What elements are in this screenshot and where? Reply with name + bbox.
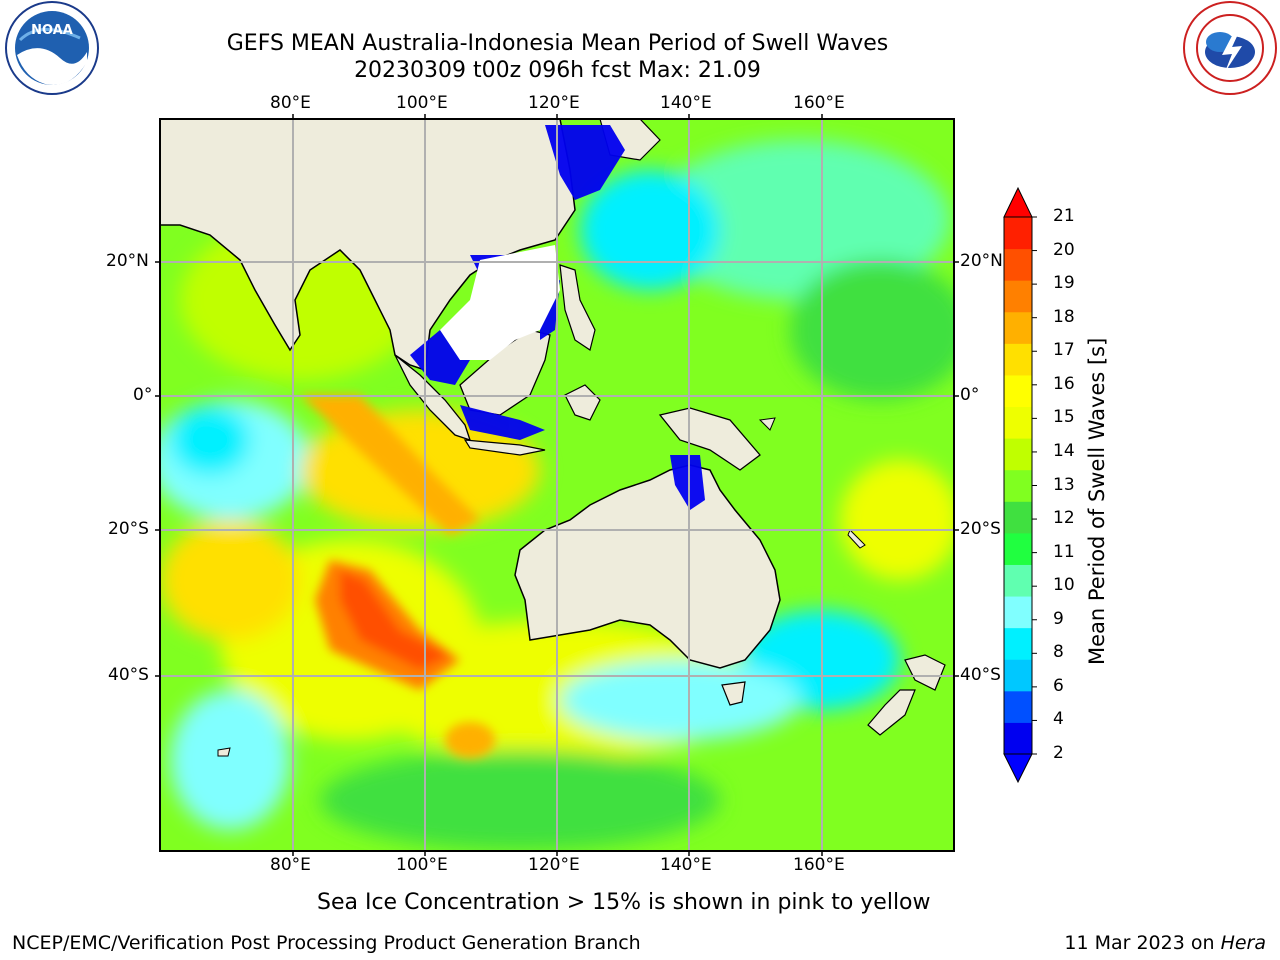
colorbar-tick-label: 13 <box>1053 474 1075 495</box>
lat-tick-right: 20°N <box>960 251 1003 271</box>
lon-tick-bottom: 100°E <box>396 855 448 875</box>
colorbar-tick-label: 6 <box>1053 675 1064 696</box>
lon-tick-top: 80°E <box>270 93 311 113</box>
colorbar-segment <box>1004 627 1032 660</box>
land-asia <box>160 119 576 372</box>
lon-tick-bottom: 120°E <box>528 855 580 875</box>
colorbar-segment <box>1004 248 1032 281</box>
colorbar-label: Mean Period of Swell Waves [s] <box>1085 337 1109 665</box>
colorbar-segment <box>1004 280 1032 313</box>
land-australia <box>514 464 781 669</box>
colorbar-tick-label: 16 <box>1053 373 1075 394</box>
colorbar-tick-label: 15 <box>1053 407 1075 428</box>
footer-host: Hera <box>1220 932 1266 954</box>
lat-tick-left: 20°N <box>106 251 149 271</box>
lat-tick-right: 40°S <box>960 665 1001 685</box>
nws-logo <box>1183 1 1277 95</box>
colorbar-tick-label: 20 <box>1053 239 1075 260</box>
colorbar-max-extension <box>1003 186 1033 218</box>
colorbar-segment <box>1004 722 1032 755</box>
lon-tick-bottom: 160°E <box>793 855 845 875</box>
colorbar-tick-label: 17 <box>1053 340 1075 361</box>
noaa-logo: NOAA <box>5 1 99 95</box>
colorbar-segment <box>1004 532 1032 565</box>
title-line-1: GEFS MEAN Australia-Indonesia Mean Perio… <box>226 31 889 56</box>
colorbar-tick-label: 9 <box>1053 608 1064 629</box>
sea-ice-note: Sea Ice Concentration > 15% is shown in … <box>317 890 931 915</box>
colorbar-segment <box>1004 469 1032 502</box>
lat-tick-left: 20°S <box>108 519 149 539</box>
lon-tick-top: 120°E <box>528 93 580 113</box>
lon-tick-top: 160°E <box>793 93 845 113</box>
colorbar-tick-label: 21 <box>1053 206 1075 226</box>
footer-date: 11 Mar 2023 on Hera <box>1064 932 1266 954</box>
colorbar-tick-label: 2 <box>1053 743 1064 763</box>
colorbar-tick-label: 4 <box>1053 709 1064 730</box>
colorbar-segment <box>1004 406 1032 439</box>
map-gridlines <box>160 119 954 851</box>
colorbar-segment <box>1004 311 1032 344</box>
lon-tick-bottom: 140°E <box>660 855 712 875</box>
colorbar-tick-label: 12 <box>1053 508 1075 529</box>
colorbar-tick-label: 19 <box>1053 273 1075 294</box>
colorbar-segment <box>1004 564 1032 597</box>
colorbar-segment <box>1004 501 1032 534</box>
colorbar-segment <box>1004 438 1032 471</box>
colorbar-tick-label: 18 <box>1053 306 1075 327</box>
title-line-2: 20230309 t00z 096h fcst Max: 21.09 <box>354 58 761 83</box>
colorbar-tick-label: 10 <box>1053 575 1075 596</box>
colorbar-tick-label: 14 <box>1053 440 1075 461</box>
colorbar-tick-label: 11 <box>1053 541 1075 562</box>
colorbar-segment <box>1004 374 1032 408</box>
colorbar-segment <box>1004 659 1032 692</box>
colorbar-segment <box>1004 596 1032 629</box>
colorbar <box>1003 186 1037 784</box>
lon-tick-top: 100°E <box>396 93 448 113</box>
land-new-guinea <box>658 407 761 471</box>
lat-tick-left: 40°S <box>108 665 149 685</box>
footer-date-text: 11 Mar 2023 on <box>1064 932 1221 954</box>
colorbar-min-extension <box>1003 753 1033 784</box>
colorbar-tick-label: 8 <box>1053 642 1064 663</box>
lon-tick-top: 140°E <box>660 93 712 113</box>
noaa-label: NOAA <box>31 23 73 38</box>
lon-tick-bottom: 80°E <box>270 855 311 875</box>
colorbar-segment <box>1004 217 1032 250</box>
lat-tick-right: 0° <box>960 385 980 405</box>
lat-tick-right: 20°S <box>960 519 1001 539</box>
lat-tick-left: 0° <box>133 385 153 405</box>
colorbar-segment <box>1004 690 1032 723</box>
colorbar-segment <box>1004 343 1032 376</box>
footer-branch: NCEP/EMC/Verification Post Processing Pr… <box>12 932 641 954</box>
